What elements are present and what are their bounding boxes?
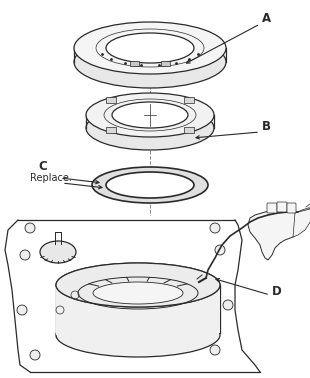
FancyBboxPatch shape xyxy=(184,97,193,103)
FancyBboxPatch shape xyxy=(184,127,193,133)
Ellipse shape xyxy=(93,282,183,304)
Text: C: C xyxy=(38,160,47,173)
Ellipse shape xyxy=(74,36,226,88)
Circle shape xyxy=(30,350,40,360)
FancyBboxPatch shape xyxy=(173,31,181,38)
FancyBboxPatch shape xyxy=(287,203,296,213)
Ellipse shape xyxy=(106,33,194,63)
Polygon shape xyxy=(56,285,220,335)
Ellipse shape xyxy=(112,102,188,128)
Circle shape xyxy=(17,305,27,315)
Ellipse shape xyxy=(56,263,220,307)
Circle shape xyxy=(223,300,233,310)
Bar xyxy=(130,62,139,67)
Text: B: B xyxy=(262,120,271,133)
Text: Replace.: Replace. xyxy=(30,173,72,183)
Circle shape xyxy=(210,223,220,233)
Circle shape xyxy=(25,223,35,233)
Ellipse shape xyxy=(56,313,220,357)
Polygon shape xyxy=(293,207,310,237)
Circle shape xyxy=(20,250,30,260)
Ellipse shape xyxy=(106,172,194,198)
Polygon shape xyxy=(248,210,304,260)
Circle shape xyxy=(215,245,225,255)
FancyBboxPatch shape xyxy=(146,29,154,37)
FancyBboxPatch shape xyxy=(277,202,287,212)
Bar xyxy=(161,62,170,67)
Ellipse shape xyxy=(92,167,208,203)
Ellipse shape xyxy=(40,241,76,263)
Text: A: A xyxy=(262,12,271,25)
FancyBboxPatch shape xyxy=(106,97,117,103)
Text: D: D xyxy=(272,285,282,298)
FancyBboxPatch shape xyxy=(267,203,277,213)
FancyBboxPatch shape xyxy=(119,31,127,38)
Ellipse shape xyxy=(86,106,214,150)
Ellipse shape xyxy=(74,22,226,74)
FancyBboxPatch shape xyxy=(106,127,117,133)
Circle shape xyxy=(210,345,220,355)
Ellipse shape xyxy=(86,93,214,137)
